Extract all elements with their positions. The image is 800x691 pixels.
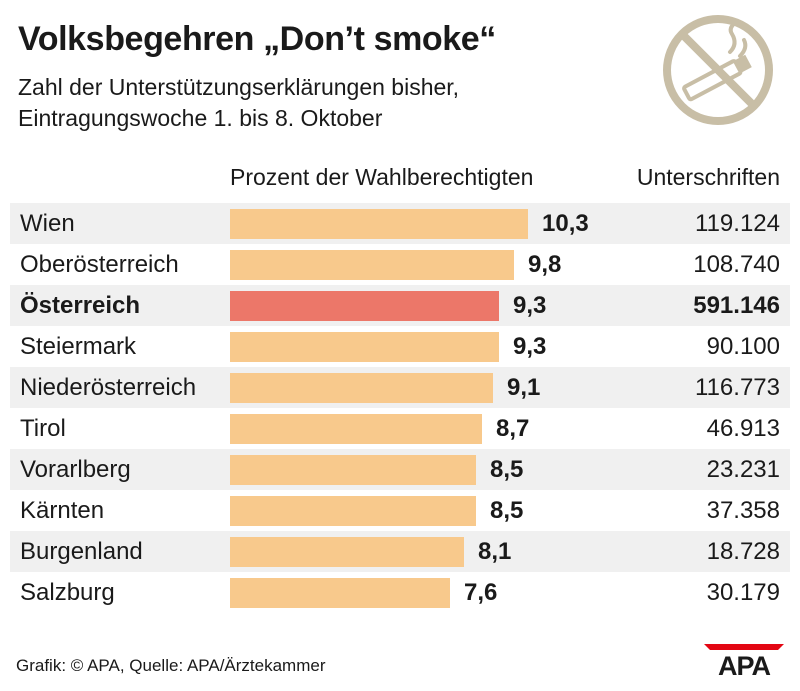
chart-row: Oberösterreich 9,8 108.740 (10, 244, 790, 285)
row-category-label: Wien (20, 210, 75, 237)
chart-row: Kärnten 8,5 37.358 (10, 490, 790, 531)
percent-column-header: Prozent der Wahlberechtigten (230, 164, 534, 190)
bar (230, 291, 499, 321)
bar (230, 414, 482, 444)
chart-row: Wien 10,3 119.124 (10, 203, 790, 244)
bar-value-label: 10,3 (542, 210, 589, 237)
row-category-label: Niederösterreich (20, 374, 197, 401)
chart-row: Niederösterreich 9,1 116.773 (10, 367, 790, 408)
row-category-label: Österreich (20, 292, 141, 319)
bar-value-label: 8,5 (490, 456, 524, 483)
bar (230, 250, 514, 280)
bar (230, 537, 464, 567)
signatures-column-header: Unterschriften (636, 164, 780, 190)
chart-row: Tirol 8,7 46.913 (10, 408, 790, 449)
bar (230, 455, 476, 485)
subtitle-line-2: Eintragungswoche 1. bis 8. Oktober (18, 105, 383, 131)
signatures-value: 46.913 (706, 415, 780, 442)
bar (230, 578, 450, 608)
source-credit: Grafik: © APA, Quelle: APA/Ärztekammer (16, 656, 326, 675)
apa-logo-text: APA (718, 651, 771, 678)
bar-value-label: 8,5 (490, 497, 524, 524)
subtitle-line-1: Zahl der Unterstützungserklärungen bishe… (18, 74, 460, 100)
bar-value-label: 9,3 (513, 292, 547, 319)
chart-rows: Wien 10,3 119.124 Oberösterreich 9,8 108.740 Ö… (10, 203, 790, 613)
bar (230, 332, 499, 362)
signatures-value: 119.124 (695, 210, 780, 237)
bar-value-label: 8,7 (496, 415, 530, 442)
no-smoking-icon (663, 15, 773, 125)
bar-value-label: 7,6 (464, 579, 498, 606)
signatures-value: 37.358 (706, 497, 780, 524)
row-category-label: Kärnten (20, 497, 105, 524)
row-category-label: Oberösterreich (20, 251, 179, 278)
signatures-value: 591.146 (693, 292, 780, 319)
row-category-label: Salzburg (20, 579, 115, 606)
signatures-value: 116.773 (695, 374, 780, 401)
signatures-value: 23.231 (706, 456, 780, 483)
bar (230, 496, 476, 526)
chart-row: Burgenland 8,1 18.728 (10, 531, 790, 572)
signatures-value: 30.179 (706, 579, 780, 606)
row-category-label: Burgenland (20, 538, 143, 565)
bar (230, 373, 493, 403)
bar-value-label: 9,3 (513, 333, 547, 360)
chart-row: Steiermark 9,3 90.100 (10, 326, 790, 367)
chart-subtitle: Zahl der Unterstützungserklärungen bishe… (18, 72, 618, 134)
row-category-label: Steiermark (20, 333, 137, 360)
signatures-value: 18.728 (706, 538, 780, 565)
bar (230, 209, 528, 239)
signatures-value: 90.100 (706, 333, 780, 360)
row-category-label: Vorarlberg (20, 456, 131, 483)
signatures-value: 108.740 (693, 251, 780, 278)
chart-row: Vorarlberg 8,5 23.231 (10, 449, 790, 490)
row-category-label: Tirol (20, 415, 66, 442)
bar-value-label: 9,8 (528, 251, 562, 278)
apa-logo: APA (704, 644, 784, 678)
chart-row: Österreich 9,3 591.146 (10, 285, 790, 326)
bar-value-label: 8,1 (478, 538, 512, 565)
chart-title: Volksbegehren „Don’t smoke“ (18, 20, 496, 58)
bar-value-label: 9,1 (507, 374, 541, 401)
chart-row: Salzburg 7,6 30.179 (10, 572, 790, 613)
